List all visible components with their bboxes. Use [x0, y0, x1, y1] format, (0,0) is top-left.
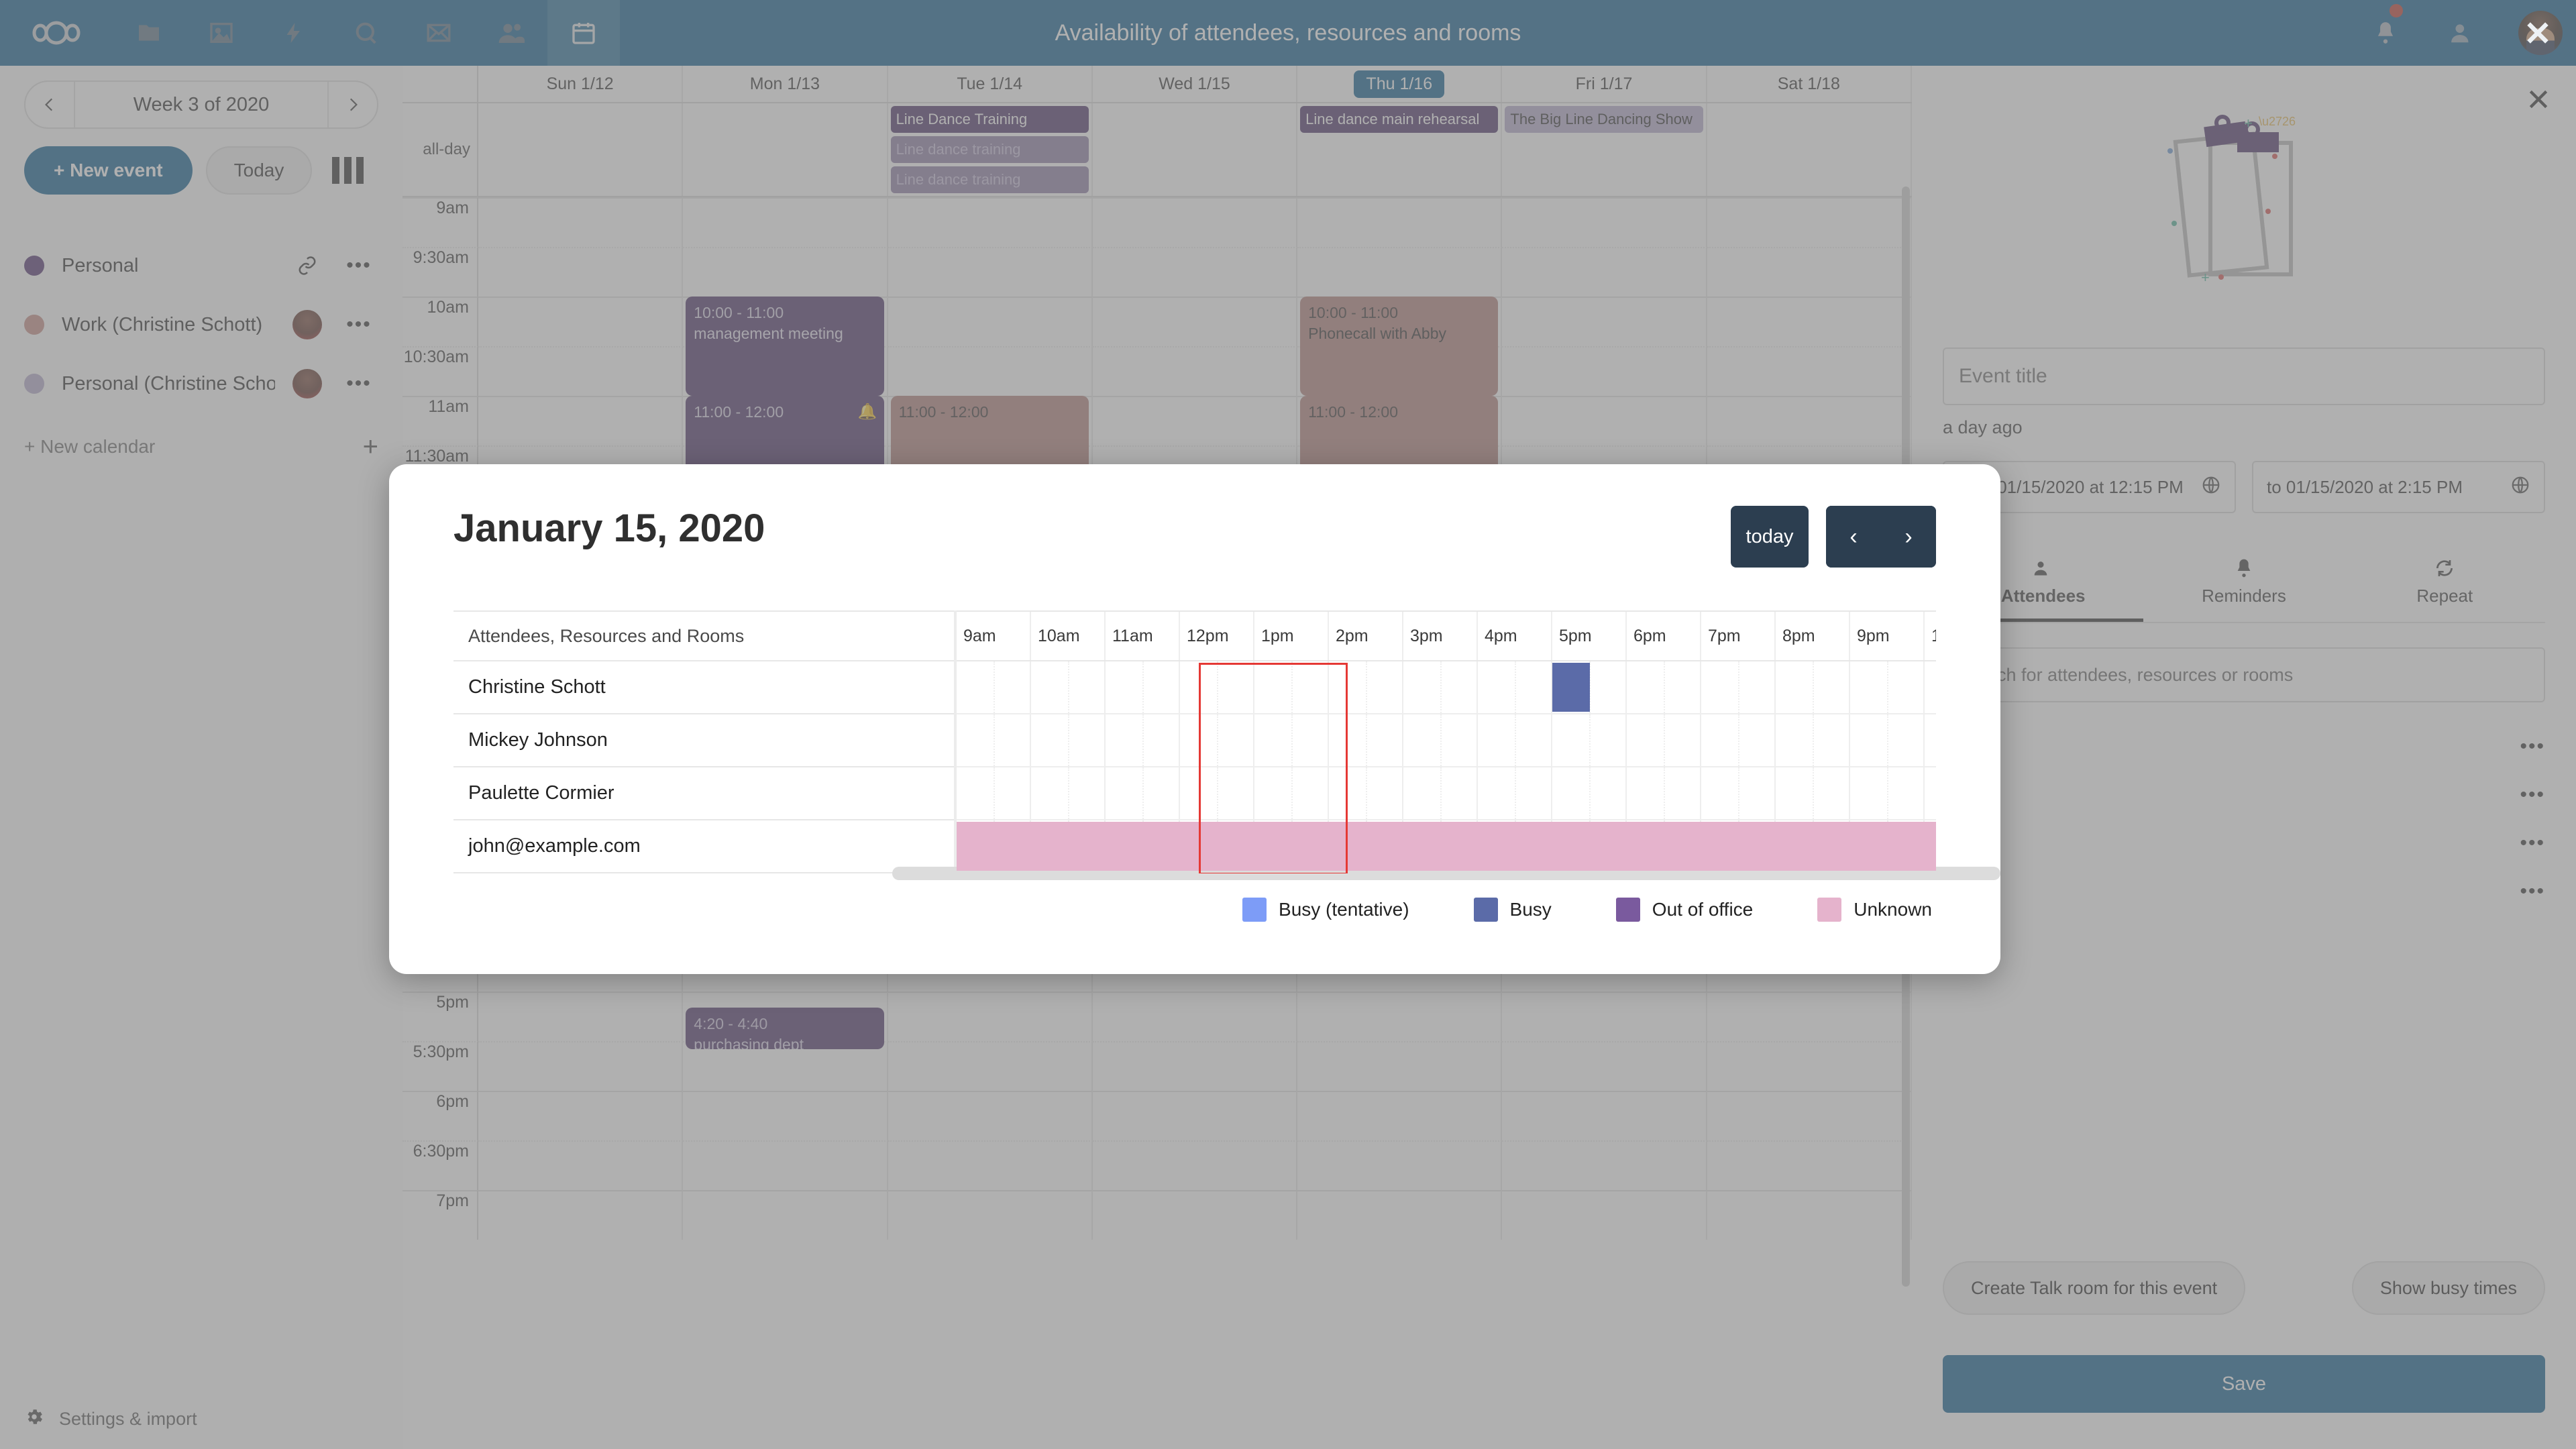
timeline-cell[interactable] — [1106, 767, 1180, 819]
legend-swatch — [1817, 898, 1842, 922]
attendee-name: Christine Schott — [453, 661, 954, 714]
availability-timeline[interactable]: 9am 10am 11am 12pm 1pm 2pm 3pm 4pm 5pm 6pm 7pm 8pm 9… — [957, 610, 1936, 873]
availability-legend: Busy (tentative) Busy Out of office Unkn… — [453, 898, 1936, 922]
close-icon[interactable] — [2517, 12, 2559, 54]
timeline-hour-label: 7pm — [1701, 612, 1776, 660]
timeline-cell[interactable] — [1776, 661, 1850, 713]
timeline-cell[interactable] — [1403, 714, 1478, 766]
timeline-hour-label: 4pm — [1478, 612, 1552, 660]
timeline-cell[interactable] — [1031, 767, 1106, 819]
timeline-cell[interactable] — [1403, 767, 1478, 819]
timeline-cell[interactable] — [1627, 714, 1701, 766]
timeline-cell[interactable] — [1925, 714, 1936, 766]
timeline-cell[interactable] — [1925, 767, 1936, 819]
timeline-cell[interactable] — [1329, 661, 1403, 713]
timeline-hour-label: 9am — [957, 612, 1031, 660]
timeline-cell[interactable] — [1776, 767, 1850, 819]
timeline-cell[interactable] — [1850, 714, 1925, 766]
timeline-hour-label: 10am — [1031, 612, 1106, 660]
timeline-row[interactable] — [957, 661, 1936, 714]
timeline-cell[interactable] — [1329, 714, 1403, 766]
timeline-hour-label: 11am — [1106, 612, 1180, 660]
timeline-hour-label: 3pm — [1403, 612, 1478, 660]
timeline-cell[interactable] — [1180, 714, 1254, 766]
timeline-row[interactable] — [957, 820, 1936, 873]
legend-item-out-of-office: Out of office — [1615, 898, 1754, 922]
busy-block-unknown — [957, 822, 1936, 871]
availability-table: Attendees, Resources and Rooms Christine… — [453, 610, 1936, 873]
modal-next-day-button[interactable]: › — [1881, 506, 1936, 568]
timeline-cell[interactable] — [1180, 661, 1254, 713]
timeline-cell[interactable] — [1627, 661, 1701, 713]
timeline-cell[interactable] — [1106, 714, 1180, 766]
timeline-hour-label: 9pm — [1850, 612, 1925, 660]
timeline-cell[interactable] — [1031, 714, 1106, 766]
timeline-hour-label: 8pm — [1776, 612, 1850, 660]
legend-swatch — [1473, 898, 1498, 922]
timeline-cell[interactable] — [1701, 714, 1776, 766]
timeline-cell[interactable] — [1478, 767, 1552, 819]
legend-item-busy: Busy — [1473, 898, 1552, 922]
attendee-name: john@example.com — [453, 820, 954, 873]
timeline-cell[interactable] — [1925, 661, 1936, 713]
timeline-cell[interactable] — [1627, 767, 1701, 819]
modal-today-button[interactable]: today — [1731, 506, 1809, 568]
timeline-hour-label: 6pm — [1627, 612, 1701, 660]
timeline-cell[interactable] — [1478, 661, 1552, 713]
timeline-cell[interactable] — [1180, 767, 1254, 819]
timeline-cell[interactable] — [1850, 767, 1925, 819]
timeline-cell[interactable] — [957, 714, 1031, 766]
timeline-cell[interactable] — [1106, 661, 1180, 713]
timeline-cell[interactable] — [1701, 661, 1776, 713]
legend-item-busy-tentative: Busy (tentative) — [1242, 898, 1409, 922]
timeline-hour-label: 1pm — [1254, 612, 1329, 660]
timeline-cell[interactable] — [1776, 714, 1850, 766]
availability-modal: January 15, 2020 today ‹ › Attendees, Re… — [389, 464, 2000, 974]
timeline-hour-label: 5pm — [1552, 612, 1627, 660]
timeline-cell[interactable] — [1031, 661, 1106, 713]
timeline-row[interactable] — [957, 767, 1936, 820]
legend-label: Busy (tentative) — [1279, 899, 1409, 920]
timeline-hour-label: 2pm — [1329, 612, 1403, 660]
timeline-rows[interactable] — [957, 661, 1936, 873]
legend-item-unknown: Unknown — [1817, 898, 1932, 922]
attendee-name: Mickey Johnson — [453, 714, 954, 767]
timeline-row[interactable] — [957, 714, 1936, 767]
timeline-cell[interactable] — [1552, 714, 1627, 766]
busy-block-busy — [1552, 663, 1590, 712]
timeline-cell[interactable] — [1478, 714, 1552, 766]
timeline-cell[interactable] — [1254, 767, 1329, 819]
timeline-cell[interactable] — [957, 661, 1031, 713]
modal-title: January 15, 2020 — [453, 506, 765, 550]
timeline-cell[interactable] — [1552, 661, 1627, 713]
attendee-name: Paulette Cormier — [453, 767, 954, 820]
timeline-hour-label: 12pm — [1180, 612, 1254, 660]
timeline-cell[interactable] — [1552, 767, 1627, 819]
timeline-hour-label: 10pm — [1925, 612, 1936, 660]
timeline-cell[interactable] — [1701, 767, 1776, 819]
timeline-cell[interactable] — [1254, 714, 1329, 766]
timeline-cell[interactable] — [1329, 767, 1403, 819]
timeline-cell[interactable] — [1403, 661, 1478, 713]
attendee-name-column: Attendees, Resources and Rooms Christine… — [453, 610, 957, 873]
modal-prev-day-button[interactable]: ‹ — [1826, 506, 1881, 568]
legend-swatch — [1242, 898, 1267, 922]
timeline-cell[interactable] — [1254, 661, 1329, 713]
legend-label: Out of office — [1652, 899, 1754, 920]
timeline-cell[interactable] — [1850, 661, 1925, 713]
timeline-hour-header: 9am 10am 11am 12pm 1pm 2pm 3pm 4pm 5pm 6pm 7pm 8pm 9… — [957, 610, 1936, 661]
attendee-column-header: Attendees, Resources and Rooms — [453, 610, 954, 661]
legend-label: Busy — [1509, 899, 1552, 920]
legend-label: Unknown — [1854, 899, 1932, 920]
legend-swatch — [1615, 898, 1640, 922]
timeline-cell[interactable] — [957, 767, 1031, 819]
